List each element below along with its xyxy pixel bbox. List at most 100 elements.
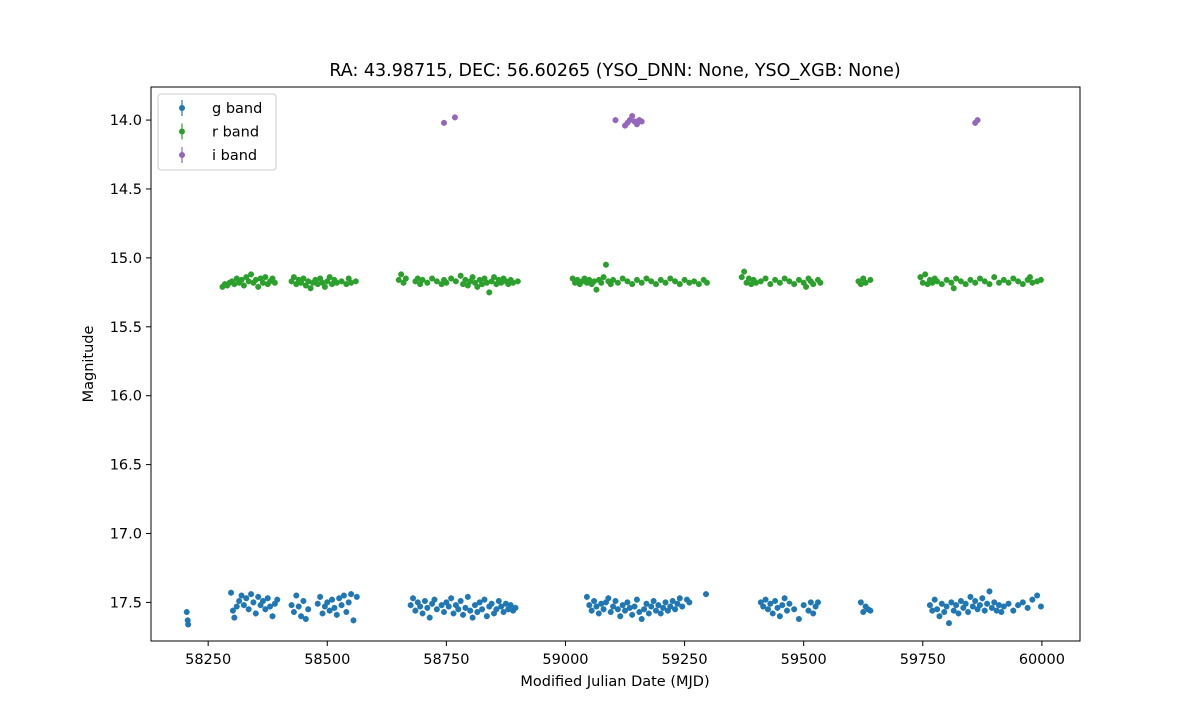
data-point xyxy=(943,603,950,610)
data-point xyxy=(1005,279,1012,286)
data-point xyxy=(267,603,274,610)
data-point xyxy=(679,603,686,610)
data-point xyxy=(507,602,514,609)
data-point xyxy=(948,279,955,286)
series-g-band xyxy=(183,588,1044,628)
data-point xyxy=(231,614,238,621)
data-point xyxy=(612,598,619,605)
data-point xyxy=(662,599,669,606)
data-point xyxy=(440,119,447,126)
data-point xyxy=(955,610,962,617)
data-point xyxy=(593,603,600,610)
data-point xyxy=(991,599,998,606)
data-point xyxy=(431,596,438,603)
data-point xyxy=(502,600,509,607)
data-point xyxy=(250,599,257,606)
data-point xyxy=(481,596,488,603)
data-point xyxy=(624,278,631,285)
data-point xyxy=(259,279,266,286)
data-point xyxy=(867,276,874,283)
data-point xyxy=(610,603,617,610)
data-point xyxy=(185,621,192,628)
data-point xyxy=(319,610,326,617)
data-point xyxy=(269,613,276,620)
data-point xyxy=(331,604,338,611)
data-point xyxy=(607,609,614,616)
data-point xyxy=(419,276,426,283)
data-point xyxy=(610,276,617,283)
data-point xyxy=(353,593,360,600)
data-point xyxy=(348,591,355,598)
data-point xyxy=(352,278,359,285)
data-point xyxy=(652,607,659,614)
x-tick-label: 58250 xyxy=(185,652,231,668)
data-point xyxy=(996,279,1003,286)
data-point xyxy=(600,606,607,613)
data-point xyxy=(271,279,278,286)
data-point xyxy=(643,275,650,282)
x-tick-label: 58750 xyxy=(423,652,469,668)
data-point xyxy=(240,282,247,289)
data-point xyxy=(691,278,698,285)
data-point xyxy=(817,279,824,286)
data-point xyxy=(760,603,767,610)
data-point xyxy=(469,614,476,621)
data-point xyxy=(438,602,445,609)
data-point xyxy=(1015,278,1022,285)
data-point xyxy=(953,275,960,282)
data-point xyxy=(255,283,262,290)
data-point xyxy=(767,281,774,288)
data-point xyxy=(591,598,598,605)
data-point xyxy=(479,606,486,613)
data-point xyxy=(986,281,993,288)
legend-label: i band xyxy=(212,148,257,164)
data-point xyxy=(433,606,440,613)
data-point xyxy=(772,276,779,283)
data-point xyxy=(969,603,976,610)
data-point xyxy=(652,281,659,288)
data-point xyxy=(293,592,300,599)
x-axis: 58250 58500 58750 59000 59250 59500 59750 60000 xyxy=(185,641,1065,668)
data-point xyxy=(500,609,507,616)
data-point xyxy=(262,274,269,281)
data-point xyxy=(343,281,350,288)
data-point xyxy=(493,606,500,613)
data-point xyxy=(948,599,955,606)
data-point xyxy=(462,604,469,611)
x-tick-label: 60000 xyxy=(1019,652,1065,668)
data-point xyxy=(483,279,490,286)
data-point xyxy=(395,276,402,283)
y-tick-label: 14.0 xyxy=(110,113,142,129)
data-point xyxy=(429,275,436,282)
data-point xyxy=(445,603,452,610)
data-point xyxy=(183,609,190,616)
data-point xyxy=(402,275,409,282)
data-point xyxy=(600,274,607,281)
data-point xyxy=(619,602,626,609)
data-point xyxy=(967,593,974,600)
legend-marker xyxy=(179,128,185,135)
data-point xyxy=(957,278,964,285)
data-point xyxy=(407,602,414,609)
y-tick-label: 15.0 xyxy=(110,251,142,267)
data-point xyxy=(686,279,693,286)
data-point xyxy=(996,602,1003,609)
data-point xyxy=(248,271,255,278)
data-point xyxy=(998,609,1005,616)
data-point xyxy=(976,602,983,609)
data-point xyxy=(807,599,814,606)
data-point xyxy=(440,609,447,616)
data-point xyxy=(972,598,979,605)
data-point xyxy=(417,603,424,610)
data-point xyxy=(1037,603,1044,610)
data-point xyxy=(972,279,979,286)
data-point xyxy=(614,606,621,613)
data-point xyxy=(936,613,943,620)
data-point xyxy=(860,609,867,616)
x-tick-label: 58500 xyxy=(304,652,350,668)
legend-label: g band xyxy=(212,101,262,117)
data-point xyxy=(934,606,941,613)
data-point xyxy=(926,602,933,609)
data-point xyxy=(426,614,433,621)
data-point xyxy=(245,606,252,613)
